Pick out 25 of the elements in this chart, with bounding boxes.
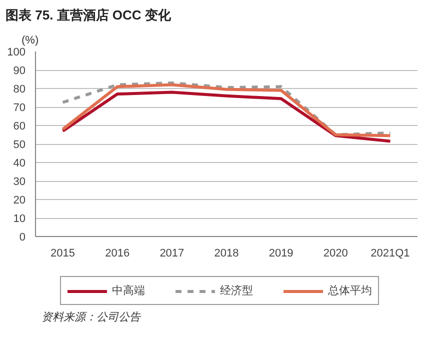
chart-title: 图表 75. 直营酒店 OCC 变化 [6, 8, 172, 22]
x-tick-label: 2020 [323, 248, 348, 260]
x-tick-label: 2018 [214, 248, 239, 260]
y-tick-label: 0 [19, 232, 26, 244]
line-series [61, 90, 392, 143]
y-tick-label: 70 [13, 102, 26, 114]
x-tick-label: 2021Q1 [370, 248, 410, 260]
y-tick-label: 20 [13, 194, 26, 206]
y-tick-label: 90 [13, 65, 26, 77]
legend-label: 经济型 [220, 284, 253, 298]
y-tick-label: 50 [13, 139, 26, 151]
text: 资料来源：公司公告 [42, 310, 142, 324]
x-tick-label: 2017 [160, 248, 184, 260]
y-tick-label: 80 [13, 84, 26, 96]
y-tick-label: 10 [13, 213, 26, 225]
y-tick-label: 60 [13, 120, 26, 132]
legend-label: 总体平均 [328, 284, 372, 298]
x-tick-label: 2015 [50, 248, 76, 260]
y-axis-title: (%) [22, 34, 39, 46]
x-tick-label: 2019 [268, 248, 294, 260]
legend-label: 中高端 [112, 284, 145, 298]
y-tick-label: 30 [13, 176, 26, 188]
y-tick-label: 40 [13, 158, 26, 170]
x-tick-label: 2016 [105, 248, 130, 260]
y-tick-label: 100 [7, 46, 26, 58]
